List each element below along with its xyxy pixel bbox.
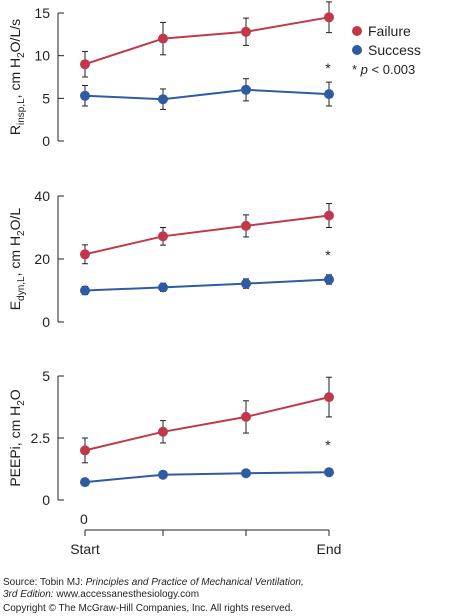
y-tick-label: 5	[42, 368, 50, 384]
failure-data-point	[158, 426, 168, 437]
failure-data-point	[80, 445, 90, 456]
failure-series-line	[84, 396, 330, 452]
success-data-point	[324, 89, 334, 100]
legend-success-marker	[352, 45, 362, 55]
significance-star: *	[325, 437, 331, 453]
success-data-point	[241, 278, 251, 289]
y-tick-label: 5	[42, 90, 50, 106]
y-tick-label: 15	[34, 5, 50, 21]
y-tick-label: 10	[34, 48, 50, 64]
failure-data-point	[158, 231, 168, 242]
source-line-2: 3rd Edition: www.accessanesthesiology.co…	[3, 589, 199, 601]
success-data-point	[158, 94, 168, 105]
y-axis-label: PEEPi, cm H2O	[7, 389, 27, 486]
y-tick-label: 2.5	[31, 430, 51, 446]
source-url: www.accessanesthesiology.com	[53, 589, 200, 600]
y-tick-label: 0	[42, 492, 50, 508]
failure-series-line	[84, 214, 330, 256]
legend-significance-note: * p < 0.003	[352, 62, 415, 77]
copyright-line: Copyright © The McGraw-Hill Companies, I…	[3, 603, 294, 614]
success-data-point	[158, 282, 168, 293]
chart-panel-1: 0 5 10 15 Rinsp,L, cm H2O/L/s *	[7, 1, 334, 149]
y-axis-label: Rinsp,L, cm H2O/L/s	[7, 19, 27, 135]
legend-failure-marker	[352, 26, 362, 36]
success-data-point	[80, 477, 90, 488]
y-tick-label: 40	[34, 188, 50, 204]
x-tick-label-start: Start	[70, 541, 100, 557]
failure-data-point	[324, 12, 334, 23]
significance-star: *	[325, 247, 331, 263]
y-axis-label: Edyn,L, cm H2O/L	[7, 208, 27, 311]
source-title: Principles and Practice of Mechanical Ve…	[85, 577, 304, 588]
failure-data-point	[158, 33, 168, 44]
failure-data-point	[80, 59, 90, 70]
chart-panel-3: 0 2.5 5 PEEPi, cm H2O * 0 Start End	[7, 368, 341, 557]
source-edition: 3rd Edition:	[3, 589, 54, 600]
chart-panels: 0 5 10 15 Rinsp,L, cm H2O/L/s * 0 20 40 Edyn,L, c…	[7, 1, 341, 557]
legend: Failure Success * p < 0.003	[352, 23, 421, 77]
failure-data-point	[241, 220, 251, 231]
failure-data-point	[241, 26, 251, 37]
significance-star: *	[325, 60, 331, 76]
success-series-line	[84, 278, 330, 292]
success-data-point	[80, 285, 90, 296]
success-data-point	[80, 90, 90, 101]
success-data-point	[241, 468, 251, 479]
success-data-point	[324, 467, 334, 478]
y-tick-label: 0	[42, 314, 50, 330]
y-tick-label: 0	[42, 133, 50, 149]
x-origin-label: 0	[80, 511, 88, 527]
success-data-point	[241, 84, 251, 95]
failure-data-point	[324, 210, 334, 221]
source-line-1: Source: Tobin MJ: Principles and Practic…	[3, 577, 304, 589]
legend-success-label: Success	[368, 42, 421, 58]
source-prefix: Source: Tobin MJ:	[3, 577, 86, 588]
y-tick-label: 20	[34, 251, 50, 267]
success-series-line	[84, 471, 330, 484]
x-tick-label-end: End	[317, 541, 342, 557]
failure-data-point	[241, 411, 251, 422]
chart-panel-2: 0 20 40 Edyn,L, cm H2O/L *	[7, 188, 334, 330]
failure-data-point	[324, 392, 334, 403]
failure-data-point	[80, 249, 90, 260]
failure-series-line	[84, 16, 330, 66]
success-data-point	[324, 274, 334, 285]
success-series-line	[84, 88, 330, 101]
success-data-point	[158, 469, 168, 480]
legend-failure-label: Failure	[368, 23, 411, 39]
